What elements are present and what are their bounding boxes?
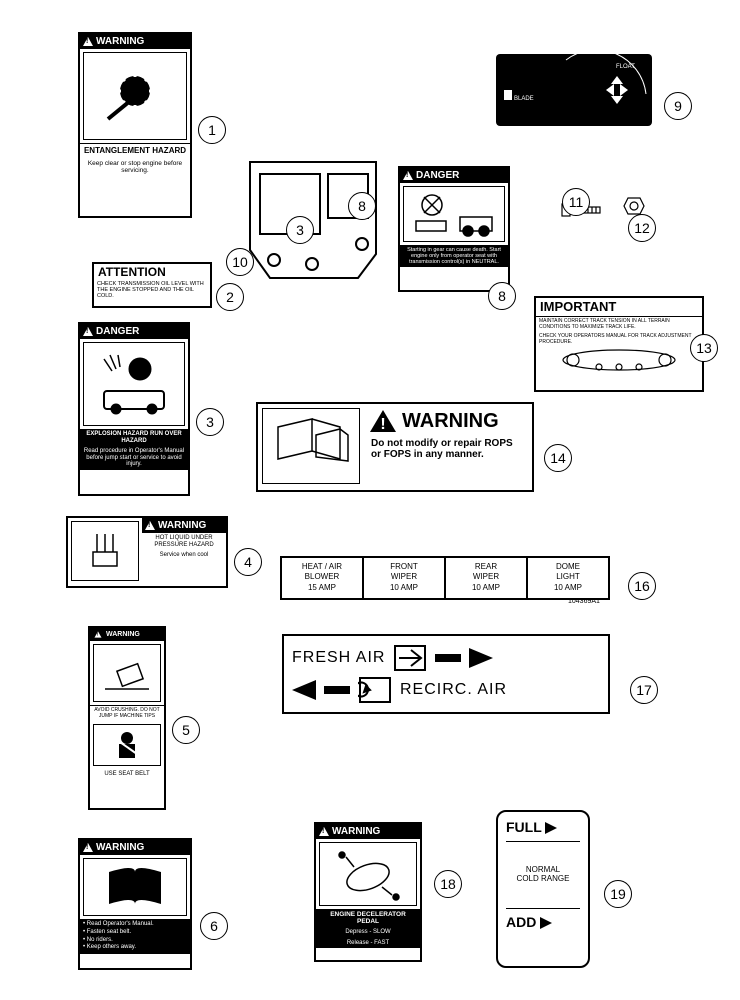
callout-11: 11 [562, 188, 590, 216]
danger-header: DANGER [80, 324, 188, 339]
decal-17-air-flow: FRESH AIR RECIRC. AIR [282, 634, 610, 714]
callout-19: 19 [604, 880, 632, 908]
warning-header: WARNING [316, 824, 420, 839]
track-pictogram [536, 347, 702, 376]
tipping-pictogram [93, 644, 161, 702]
fuse-part-number: 104369A1 [568, 598, 600, 605]
decal-19-fluid-level: FULL NORMAL COLD RANGE ADD [496, 810, 590, 968]
crushing-text: AVOID CRUSHING. DO NOT JUMP IF MACHINE T… [90, 705, 164, 721]
callout-1: 1 [198, 116, 226, 144]
seatbelt-text: USE SEAT BELT [90, 769, 164, 780]
decal-14-warning-rops: ! WARNING Do not modify or repair ROPS o… [256, 402, 534, 492]
callout-8: 8 [488, 282, 516, 310]
callout-6: 6 [200, 912, 228, 940]
hot-liquid-pictogram [71, 521, 139, 581]
callout-12: 12 [628, 214, 656, 242]
attention-body: CHECK TRANSMISSION OIL LEVEL WITH THE EN… [94, 279, 210, 301]
important-title: IMPORTANT [536, 298, 702, 317]
fuse-4: DOMELIGHT10 AMP [528, 558, 608, 598]
pedal-sub: ENGINE DECELERATOR PEDAL [316, 909, 420, 927]
warning-header: WARNING [80, 34, 190, 49]
danger-body: Starting in gear can cause death. Start … [400, 245, 508, 267]
attention-title: ATTENTION [94, 264, 210, 279]
add-label: ADD [506, 915, 580, 930]
callout-3: 3 [196, 408, 224, 436]
fuse-3: REARWIPER10 AMP [446, 558, 528, 598]
decal-16-fuse-label: HEAT / AIRBLOWER15 AMP FRONTWIPER10 AMP … [280, 556, 610, 600]
decal-5-warning-crushing: WARNING AVOID CRUSHING. DO NOT JUMP IF M… [88, 626, 166, 810]
parts-diagram-canvas: WARNING ENTANGLEMENT HAZARD Keep clear o… [0, 0, 740, 1000]
warning-header: WARNING [90, 628, 164, 641]
danger-header: DANGER [400, 168, 508, 183]
fuse-1: HEAT / AIRBLOWER15 AMP [282, 558, 364, 598]
callout-9: 9 [664, 92, 692, 120]
manual-pictogram [83, 858, 187, 916]
hazard-subtitle: EXPLOSION HAZARD RUN OVER HAZARD [80, 429, 188, 446]
decal-6-warning-manual: WARNING • Read Operator's Manual.• Faste… [78, 838, 192, 970]
hazard-icon [83, 37, 93, 46]
callout-13: 13 [690, 334, 718, 362]
hazard-icon [403, 171, 413, 180]
recirc-air-row: RECIRC. AIR [292, 676, 600, 704]
callout-5: 5 [172, 716, 200, 744]
warning-header: WARNING [80, 840, 190, 855]
important-body2: CHECK YOUR OPERATORS MANUAL FOR TRACK AD… [536, 332, 702, 347]
hazard-body: Service when cool [142, 550, 226, 561]
warning-header: WARNING [142, 518, 226, 533]
decal-8-danger-start: DANGER Starting in gear can cause death.… [398, 166, 510, 292]
callout-16: 16 [628, 572, 656, 600]
hazard-icon [319, 827, 329, 836]
arrow-right-icon [545, 822, 557, 834]
decal-2-attention: ATTENTION CHECK TRANSMISSION OIL LEVEL W… [92, 262, 212, 308]
callout-4: 4 [234, 548, 262, 576]
hazard-icon [95, 631, 102, 637]
pedal-l1: Depress - SLOW [316, 927, 420, 938]
arrow-right-icon [469, 648, 493, 668]
warning-header: ! WARNING [368, 408, 528, 434]
callout-8: 8 [348, 192, 376, 220]
callout-18: 18 [434, 870, 462, 898]
important-body1: MAINTAIN CORRECT TRACK TENSION IN ALL TE… [536, 317, 702, 332]
manual-lines: • Read Operator's Manual.• Fasten seat b… [80, 919, 190, 954]
pedal-pictogram [319, 842, 417, 906]
rops-pictogram [262, 408, 360, 484]
full-label: FULL [506, 820, 580, 835]
callout-2: 2 [216, 283, 244, 311]
seatbelt-pictogram [93, 724, 161, 766]
fresh-air-icon [393, 644, 427, 672]
decal-4-warning-hot-liquid: WARNING HOT LIQUID UNDER PRESSURE HAZARD… [66, 516, 228, 588]
rops-body: Do not modify or repair ROPS or FOPS in … [368, 434, 528, 462]
hazard-subtitle: ENTANGLEMENT HAZARD [80, 143, 190, 158]
explosion-pictogram [83, 342, 185, 426]
recirc-air-icon [358, 676, 392, 704]
arrow-right-icon [540, 917, 552, 929]
pedal-l2: Release - FAST [316, 938, 420, 949]
callout-3: 3 [286, 216, 314, 244]
fresh-air-row: FRESH AIR [292, 644, 600, 672]
svg-text:!: ! [380, 416, 385, 433]
entanglement-pictogram [83, 52, 187, 140]
decal-9-blade-control: BLADE FLOAT [496, 54, 652, 126]
arrow-left-icon [292, 680, 316, 700]
hazard-body: Read procedure in Operator's Manual befo… [80, 446, 188, 470]
decal-10-plate [248, 160, 378, 280]
cold-range-label: COLD RANGE [506, 875, 580, 884]
decal-1-warning-entanglement: WARNING ENTANGLEMENT HAZARD Keep clear o… [78, 32, 192, 218]
decal-3-danger-explosion: DANGER EXPLOSION HAZARD RUN OVER HAZARD … [78, 322, 190, 496]
hazard-subtitle: HOT LIQUID UNDER PRESSURE HAZARD [142, 533, 226, 550]
callout-14: 14 [544, 444, 572, 472]
hazard-body: Keep clear or stop engine before servici… [80, 158, 190, 176]
decal-13-important-track: IMPORTANT MAINTAIN CORRECT TRACK TENSION… [534, 296, 704, 392]
fuse-2: FRONTWIPER10 AMP [364, 558, 446, 598]
callout-17: 17 [630, 676, 658, 704]
callout-10: 10 [226, 248, 254, 276]
start-gear-pictogram [403, 186, 505, 242]
hazard-icon [83, 327, 93, 336]
decal-18-warning-decelerator: WARNING ENGINE DECELERATOR PEDAL Depress… [314, 822, 422, 962]
hazard-icon [83, 843, 93, 852]
svg-text:FLOAT: FLOAT [616, 64, 635, 70]
hazard-icon [145, 521, 155, 530]
svg-text:BLADE: BLADE [514, 96, 534, 102]
